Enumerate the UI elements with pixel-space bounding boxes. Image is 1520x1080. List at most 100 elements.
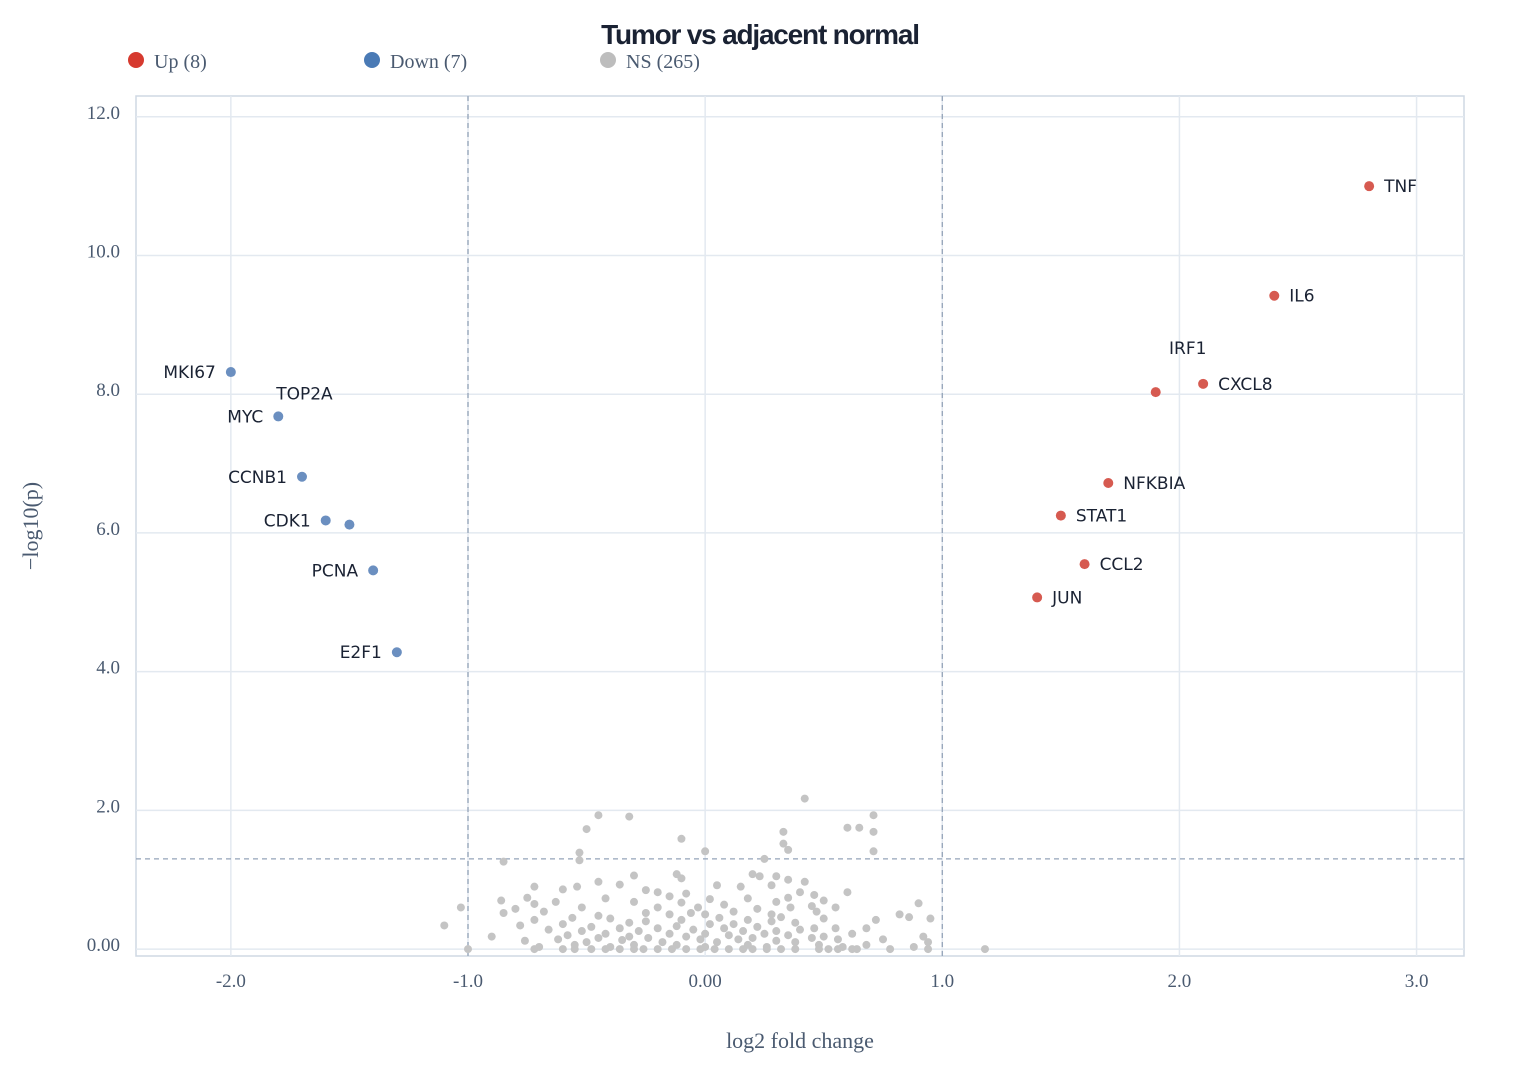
ns-point [530, 882, 539, 891]
ns-point [833, 945, 842, 954]
ns-point [869, 827, 878, 836]
ns-point [720, 924, 729, 933]
ns-point [601, 945, 610, 954]
ns-point [848, 929, 857, 938]
ns-point [568, 913, 577, 922]
down-point [368, 565, 379, 576]
ns-point [869, 847, 878, 856]
ns-point [926, 914, 935, 923]
ns-point [558, 885, 567, 894]
ns-point [665, 910, 674, 919]
ns-point [464, 945, 472, 954]
ns-point [807, 902, 816, 911]
legend-item-up: Up (8) [128, 51, 207, 73]
ns-point [895, 910, 904, 919]
ns-point [682, 945, 691, 954]
ns-point [658, 938, 667, 947]
ns-point [696, 935, 705, 944]
ns-point [601, 929, 610, 938]
ns-point [748, 933, 757, 942]
gene-label: E2F1 [340, 643, 382, 663]
ns-point [924, 945, 933, 954]
ns-point [630, 945, 638, 954]
ns-point [644, 933, 653, 942]
ns-point [753, 904, 762, 913]
ns-point [587, 922, 596, 931]
ns-point [701, 910, 710, 919]
ns-point [641, 886, 650, 895]
up-point [1079, 559, 1090, 570]
ns-point [729, 907, 738, 916]
y-tick-label: 6.0 [96, 519, 120, 540]
ns-point [800, 794, 809, 803]
ns-point [807, 933, 816, 942]
threshold-lines [136, 96, 1464, 956]
ns-point [618, 936, 627, 945]
ns-point [594, 911, 603, 920]
ns-point [909, 942, 918, 951]
up-point [1103, 478, 1114, 488]
ns-point [577, 927, 586, 936]
down-point [391, 647, 402, 658]
ns-point [852, 945, 861, 954]
gene-label: NFKBIA [1123, 474, 1185, 494]
ns-point [724, 945, 733, 954]
up-point [1198, 378, 1209, 389]
ns-point [594, 933, 603, 942]
ns-point [819, 896, 828, 905]
ns-point [786, 903, 795, 912]
y-tick-label: 12.0 [87, 103, 120, 124]
ns-point [539, 907, 548, 916]
ns-point [748, 870, 757, 879]
ns-point [665, 929, 674, 938]
x-tick-label: -2.0 [216, 971, 246, 992]
ns-point [606, 914, 615, 923]
data-points [225, 181, 1375, 954]
gene-label: CCNB1 [228, 468, 287, 488]
ns-point [575, 856, 584, 865]
ns-point [739, 945, 748, 954]
ns-point [736, 882, 745, 891]
ns-point [784, 845, 793, 854]
ns-point [791, 945, 800, 954]
ns-point [677, 898, 686, 907]
ns-point [767, 881, 776, 890]
ns-point [456, 903, 465, 912]
ns-point [682, 932, 691, 941]
ns-point [743, 915, 752, 924]
ns-point [577, 903, 586, 912]
y-tick-label: 10.0 [87, 242, 120, 263]
ns-point [980, 945, 989, 954]
ns-point [625, 918, 634, 927]
ns-point [487, 932, 496, 941]
legend-marker-up [128, 52, 144, 68]
ns-point [862, 940, 871, 949]
y-axis-ticks: 0.00 2.0 4.0 6.0 8.0 10.0 12.0 [87, 103, 120, 956]
ns-point [587, 945, 596, 954]
ns-point [729, 920, 738, 929]
down-point [297, 471, 307, 482]
ns-point [784, 893, 793, 902]
x-tick-label: -1.0 [453, 971, 483, 992]
plot-frame [135, 95, 1465, 957]
ns-point [772, 936, 781, 945]
ns-point [520, 936, 529, 945]
ns-point [630, 897, 638, 906]
gene-label: CCL2 [1100, 555, 1144, 575]
ns-point [615, 945, 624, 954]
ns-point [705, 920, 714, 929]
grid [136, 96, 1464, 956]
y-axis-label: −log10(p) [18, 482, 43, 570]
ns-point [715, 913, 724, 922]
ns-point [831, 924, 840, 933]
down-point [225, 367, 236, 378]
ns-point [634, 927, 643, 936]
ns-point [558, 920, 567, 929]
up-point [1150, 387, 1161, 398]
ns-point [667, 945, 676, 954]
ns-point [791, 918, 800, 927]
ns-point [641, 909, 650, 917]
ns-point [499, 857, 508, 866]
down-point [344, 519, 355, 530]
gene-labels: TNF IL6 CXCL8 IRF1 NFKBIA STAT1 CCL2 JUN MKI67 TO… [163, 177, 1417, 663]
